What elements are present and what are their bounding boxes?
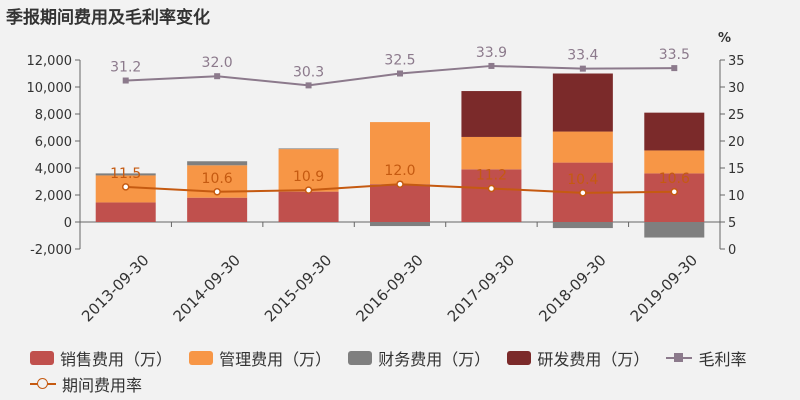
left-tick-label: -2,000 (30, 243, 72, 258)
legend-item-rnd[interactable]: 研发费用（万） (507, 345, 649, 371)
expense-ratio-data-label: 11.5 (110, 166, 141, 182)
legend-swatch-finance (348, 351, 373, 365)
right-tick-label: 20 (728, 135, 745, 150)
gross-margin-point (305, 82, 312, 89)
bar-segment (278, 148, 339, 150)
chart-plot: -2,000 0 2,000 4,000 6,000 8,000 10,000 12,000 0… (27, 31, 745, 325)
legend-marker-gross-margin (666, 351, 693, 365)
legend: 销售费用（万） 管理费用（万） 财务费用（万） 研发费用（万） 毛利率 期间费用… (30, 345, 800, 397)
bar-segment (644, 222, 705, 238)
left-tick-label: 6,000 (35, 135, 72, 150)
legend-item-admin[interactable]: 管理费用（万） (189, 345, 331, 371)
legend-swatch-admin (189, 351, 214, 365)
expense-ratio-data-label: 10.6 (202, 171, 233, 187)
left-tick-label: 8,000 (35, 108, 72, 123)
x-tick-label: 2018-09-30 (535, 251, 609, 325)
legend-item-sales[interactable]: 销售费用（万） (30, 345, 172, 371)
expense-ratio-point (121, 183, 130, 191)
legend-label-sales: 销售费用（万） (60, 350, 173, 369)
bar-segment (552, 131, 613, 163)
legend-item-gross-margin[interactable]: 毛利率 (666, 345, 746, 371)
gross-margin-point (671, 65, 678, 72)
expense-ratio-data-label: 10.9 (293, 169, 324, 185)
expense-ratio-data-label: 10.6 (659, 171, 690, 187)
expense-ratio-point (670, 188, 679, 196)
x-tick-label: 2013-09-30 (78, 251, 152, 325)
legend-item-expense-ratio[interactable]: 期间费用率 (30, 371, 142, 397)
expense-ratio-point (304, 186, 313, 194)
bar-segment (461, 136, 522, 170)
gross-margin-point (214, 73, 221, 80)
x-tick-label: 2016-09-30 (352, 251, 426, 325)
gross-margin-data-label: 33.4 (567, 48, 598, 64)
right-tick-label: 5 (728, 216, 736, 231)
bar-segment (644, 112, 705, 151)
bar-segment (370, 184, 430, 222)
legend-swatch-rnd (507, 351, 532, 365)
x-tick-label: 2015-09-30 (261, 251, 335, 325)
gross-margin-point (122, 77, 129, 84)
gross-margin-point (397, 70, 403, 77)
left-tick-label: 12,000 (27, 54, 73, 69)
x-tick-label: 2019-09-30 (627, 251, 701, 325)
bar-segment (370, 122, 430, 185)
expense-ratio-data-label: 10.4 (567, 172, 598, 188)
right-axis-unit: % (718, 31, 731, 46)
x-tick-label: 2017-09-30 (444, 251, 518, 325)
right-tick-label: 30 (728, 81, 745, 96)
gross-margin-data-label: 33.9 (476, 45, 507, 61)
legend-marker-expense-ratio (30, 377, 56, 391)
expense-ratio-point (396, 180, 404, 188)
gross-margin-data-label: 31.2 (110, 60, 141, 76)
left-tick-label: 10,000 (27, 81, 73, 96)
expense-ratio-point (487, 184, 496, 193)
chart-title: 季报期间费用及毛利率变化 (6, 8, 210, 28)
left-tick-label: 0 (64, 216, 72, 231)
bar-segment (461, 91, 522, 137)
expense-ratio-point (579, 189, 587, 197)
right-tick-label: 35 (728, 54, 745, 69)
legend-item-finance[interactable]: 财务费用（万） (348, 345, 490, 371)
bar-segment (644, 150, 705, 174)
gross-margin-data-label: 32.0 (202, 55, 233, 71)
gross-margin-point (488, 62, 495, 69)
legend-label-gross-margin: 毛利率 (698, 350, 747, 369)
expense-ratio-data-label: 12.0 (384, 163, 415, 179)
bar-segment (278, 191, 339, 222)
left-tick-label: 4,000 (35, 162, 72, 177)
expense-ratio-point (213, 188, 221, 196)
bar-segment (461, 169, 522, 222)
legend-label-expense-ratio: 期间费用率 (62, 376, 143, 395)
legend-swatch-sales (30, 351, 54, 365)
bar-segment (187, 161, 248, 166)
left-tick-label: 2,000 (35, 189, 72, 204)
right-tick-label: 10 (728, 189, 745, 204)
bar-segment (552, 73, 613, 132)
expense-ratio-data-label: 11.2 (476, 168, 507, 184)
legend-label-rnd: 研发费用（万） (537, 350, 650, 369)
bar-segment (278, 149, 339, 192)
gross-margin-point (579, 65, 586, 72)
bar-segment (644, 173, 705, 222)
legend-label-finance: 财务费用（万） (378, 350, 491, 369)
bar-segment (370, 222, 430, 227)
gross-margin-data-label: 33.5 (659, 47, 690, 63)
gross-margin-data-label: 32.5 (384, 53, 415, 69)
legend-label-admin: 管理费用（万） (219, 350, 332, 369)
x-tick-label: 2014-09-30 (170, 251, 244, 325)
gross-margin-data-label: 30.3 (293, 64, 324, 80)
right-tick-label: 25 (728, 108, 745, 123)
right-tick-label: 0 (728, 243, 736, 258)
bar-segment (95, 202, 156, 222)
bar-segment (552, 222, 613, 229)
bar-segment (95, 173, 156, 176)
bar-segment (187, 197, 248, 222)
right-tick-label: 15 (728, 162, 745, 177)
